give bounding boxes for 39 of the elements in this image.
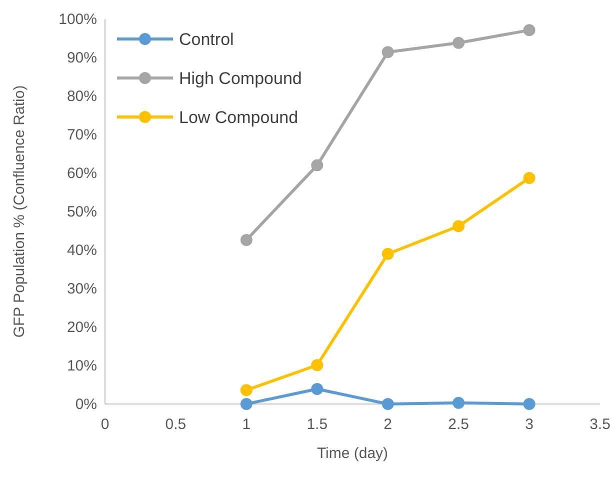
point bbox=[240, 398, 252, 410]
legend-label: Low Compound bbox=[179, 108, 298, 127]
point bbox=[240, 384, 252, 396]
point bbox=[382, 248, 394, 260]
y-tick-label: 70% bbox=[66, 126, 97, 144]
y-tick-label: 100% bbox=[58, 11, 97, 28]
x-tick-label: 1 bbox=[242, 416, 251, 433]
point bbox=[311, 382, 324, 395]
legend-label: Control bbox=[179, 30, 234, 49]
y-tick-label: 60% bbox=[66, 165, 97, 182]
point bbox=[523, 172, 536, 184]
x-tick-label: 0.5 bbox=[165, 416, 186, 433]
x-tick-label: 3 bbox=[525, 416, 534, 433]
y-tick-label: 10% bbox=[66, 358, 97, 374]
x-tick-label: 2 bbox=[384, 416, 392, 433]
point bbox=[523, 24, 536, 36]
y-tick-label: 50% bbox=[66, 204, 97, 220]
y-tick-label: 20% bbox=[66, 319, 97, 336]
point bbox=[452, 396, 465, 409]
point bbox=[382, 46, 394, 58]
point bbox=[240, 234, 252, 246]
point bbox=[452, 36, 465, 49]
x-tick-label: 0 bbox=[100, 416, 110, 433]
point bbox=[452, 220, 465, 232]
y-tick-label: 80% bbox=[66, 88, 97, 105]
y-tick-label: 0% bbox=[75, 396, 97, 413]
x-tick-label: 1.5 bbox=[306, 416, 328, 433]
point bbox=[311, 159, 324, 172]
x-axis-title: Time (day) bbox=[316, 445, 388, 462]
point bbox=[311, 359, 324, 372]
y-tick-label: 90% bbox=[66, 50, 97, 66]
legend-label: High Compound bbox=[179, 69, 302, 88]
x-tick-label: 2.5 bbox=[448, 416, 469, 433]
y-tick-label: 40% bbox=[66, 242, 97, 259]
y-axis-title: GFP Population % (Confluence Ratio) bbox=[11, 85, 28, 338]
y-tick-label: 30% bbox=[66, 280, 97, 298]
point bbox=[382, 398, 394, 410]
x-tick-label: 3.5 bbox=[590, 416, 610, 433]
point bbox=[523, 398, 536, 410]
